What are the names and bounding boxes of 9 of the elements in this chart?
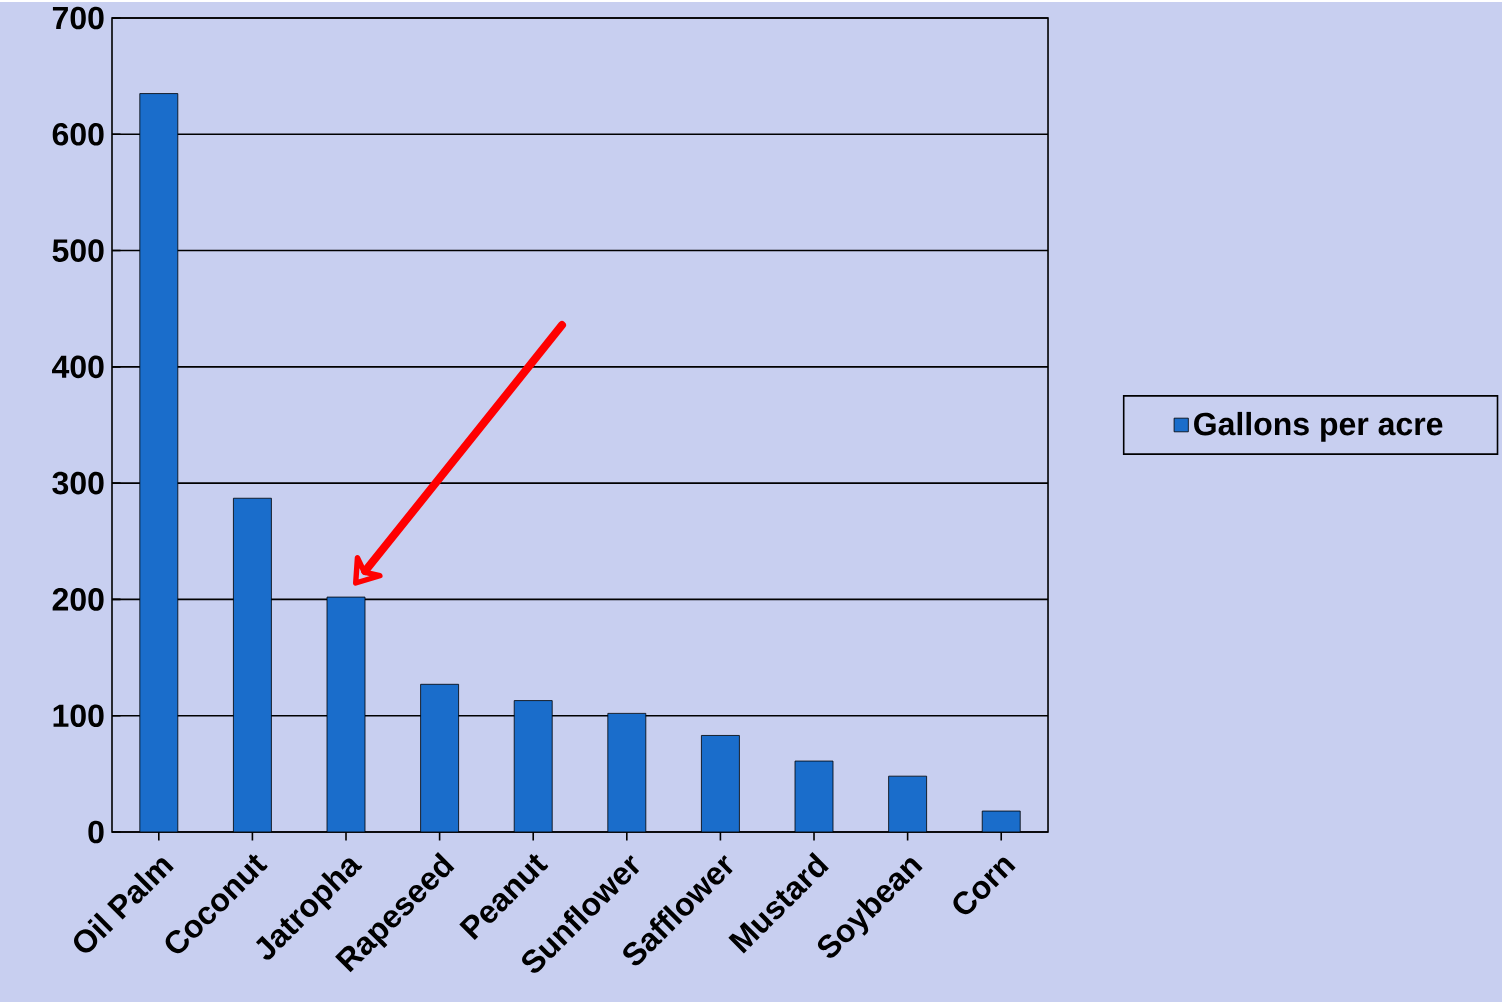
y-tick-label: 100 — [53, 704, 104, 728]
y-tick-label: 0 — [88, 820, 104, 844]
legend-label: Gallons per acre — [1194, 411, 1443, 442]
y-tick-label: 400 — [52, 355, 104, 379]
y-tick-label: 700 — [52, 6, 104, 30]
y-tick-label: 300 — [52, 471, 104, 495]
y-tick-label: 600 — [52, 122, 104, 146]
y-tick-label: 200 — [52, 588, 104, 611]
y-tick-label: 500 — [52, 239, 104, 262]
